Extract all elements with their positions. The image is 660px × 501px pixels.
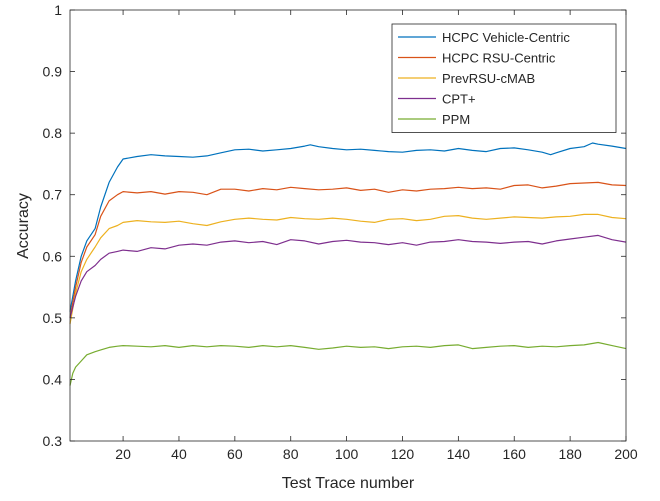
axes-layer: 20 40 60 80 100 120 140 160 180 200 0.3 0.4 0.5 0.6 0.… bbox=[43, 2, 638, 462]
legend-entry-1: HCPC RSU-Centric bbox=[442, 51, 556, 66]
y-tick-label: 1 bbox=[54, 2, 62, 18]
x-tick-label: 140 bbox=[447, 446, 471, 462]
x-axis-label: Test Trace number bbox=[282, 475, 415, 492]
y-tick-label: 0.4 bbox=[43, 371, 63, 387]
series-line-4 bbox=[69, 341, 627, 386]
y-tick-label: 0.8 bbox=[43, 125, 63, 141]
legend-entry-0: HCPC Vehicle-Centric bbox=[442, 30, 570, 45]
series-line-2 bbox=[69, 213, 627, 325]
y-tick-label: 0.9 bbox=[43, 64, 63, 80]
legend: HCPC Vehicle-Centric HCPC RSU-Centric Prev… bbox=[391, 23, 617, 133]
series-line-3 bbox=[69, 234, 627, 319]
series-line-1 bbox=[69, 181, 627, 319]
x-tick-label: 180 bbox=[558, 446, 582, 462]
x-tick-label: 200 bbox=[614, 446, 638, 462]
plot-area-border bbox=[69, 9, 627, 442]
series-layer bbox=[69, 142, 627, 386]
x-tick-label: 160 bbox=[503, 446, 527, 462]
legend-entry-3: CPT+ bbox=[442, 92, 476, 107]
y-tick-label: 0.3 bbox=[43, 433, 63, 449]
y-axis-label: Accuracy bbox=[15, 193, 32, 259]
x-tick-label: 40 bbox=[171, 446, 187, 462]
series-line-0 bbox=[69, 142, 627, 312]
legend-entry-4: PPM bbox=[442, 112, 470, 127]
x-tick-label: 20 bbox=[115, 446, 131, 462]
y-tick-label: 0.5 bbox=[43, 310, 63, 326]
y-tick-label: 0.6 bbox=[43, 248, 63, 264]
x-tick-label: 60 bbox=[227, 446, 243, 462]
x-tick-label: 80 bbox=[283, 446, 299, 462]
legend-entry-2: PrevRSU-cMAB bbox=[442, 71, 535, 86]
x-tick-label: 120 bbox=[391, 446, 415, 462]
x-tick-label: 100 bbox=[335, 446, 359, 462]
y-tick-label: 0.7 bbox=[43, 187, 63, 203]
